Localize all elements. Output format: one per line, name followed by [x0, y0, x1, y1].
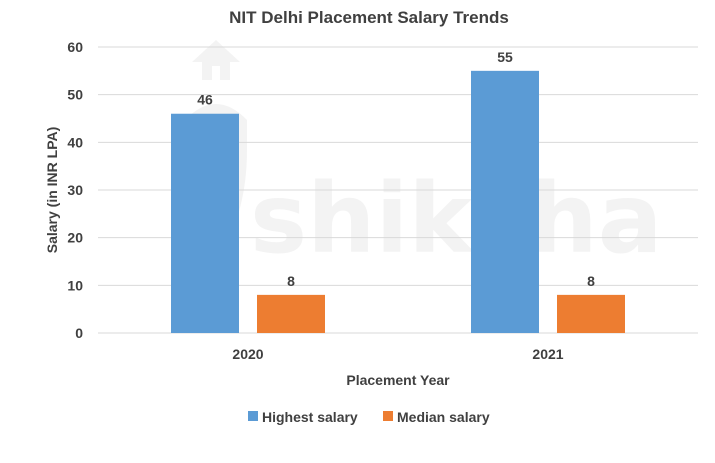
data-label: 55	[497, 49, 513, 65]
bar-median-salary-2020	[257, 294, 325, 333]
legend-label: Highest salary	[262, 409, 358, 425]
bars: 46 8 55 8	[171, 49, 625, 333]
bar-highest-salary-2021	[471, 70, 539, 333]
data-label: 46	[197, 92, 213, 108]
y-tick-label: 30	[67, 182, 83, 198]
bar-median-salary-2021	[557, 294, 625, 333]
y-tick-label: 10	[67, 277, 83, 293]
x-tick-label: 2020	[232, 346, 263, 362]
bar-highest-salary-2020	[171, 113, 239, 333]
y-tick-label: 20	[67, 230, 83, 246]
y-tick-label: 0	[75, 325, 83, 341]
svg-text:shiksha: shiksha	[250, 163, 663, 275]
y-tick-label: 60	[67, 39, 83, 55]
y-tick-label: 40	[67, 134, 83, 150]
y-tick-label: 50	[67, 87, 83, 103]
legend-swatch	[383, 411, 393, 421]
y-tick-labels: 0 10 20 30 40 50 60	[67, 39, 83, 341]
data-label: 8	[587, 273, 595, 289]
x-tick-label: 2021	[532, 346, 563, 362]
shiksha-watermark: shiksha	[185, 40, 663, 275]
y-axis-title: Salary (in INR LPA)	[44, 127, 60, 254]
x-tick-labels: 2020 2021	[232, 346, 563, 362]
chart-title: NIT Delhi Placement Salary Trends	[229, 8, 509, 27]
legend: Highest salary Median salary	[248, 409, 490, 425]
legend-swatch	[248, 411, 258, 421]
x-axis-title: Placement Year	[346, 372, 450, 388]
legend-label: Median salary	[397, 409, 490, 425]
data-label: 8	[287, 273, 295, 289]
